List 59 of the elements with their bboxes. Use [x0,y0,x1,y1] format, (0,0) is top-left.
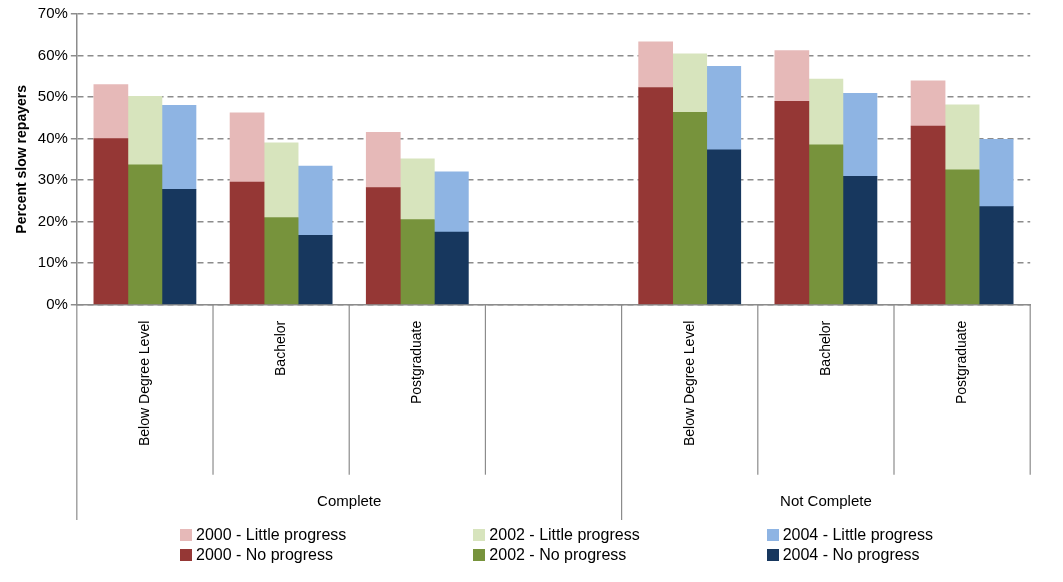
y-tick-label: 20% [37,211,68,229]
legend-label: 2004 - No progress [782,546,920,564]
text: Complete [317,492,382,510]
bar [672,53,708,113]
bar [808,78,844,146]
bar [434,231,469,305]
y-tick-label: 10% [37,253,68,271]
bar [944,169,980,305]
legend-label: 2000 - No progress [196,546,333,564]
bar [706,149,742,305]
bar [399,158,435,220]
bar [297,235,333,305]
text: Not Complete [780,492,872,510]
x-tick-label: Postgraduate [408,320,425,404]
bar [399,219,435,305]
bar [127,95,163,166]
bar [297,165,333,236]
bar [93,138,129,305]
bar [365,187,401,305]
y-tick-label: 40% [37,128,68,146]
bar [910,80,946,127]
bar [638,87,674,305]
bar [638,41,674,88]
bar [127,164,163,305]
bar [229,181,265,305]
legend-label: 2002 - Little progress [489,526,640,544]
bar [842,92,878,177]
legend-label: 2002 - No progress [489,546,627,564]
y-tick-label: 50% [37,87,68,105]
x-tick-label: Bachelor [271,320,288,376]
bar [706,66,742,151]
bar [161,188,197,305]
x-tick-label: Bachelor [816,320,833,376]
bar [263,217,299,305]
bar [774,100,810,305]
legend-label: 2000 - Little progress [196,526,347,544]
bar [672,112,708,305]
x-tick-label: Postgraduate [952,320,969,404]
y-axis-title: Percent slow repayers [13,84,30,234]
x-tick-label: Below Degree Level [135,320,152,446]
y-tick-label: 30% [37,170,68,188]
y-tick-label: 60% [37,45,68,63]
bar [944,104,980,171]
bar [93,84,129,139]
bar [229,112,265,183]
bar [978,139,1014,208]
bar [774,50,810,102]
y-tick-label: 70% [37,4,68,22]
x-tick-label: Below Degree Level [680,320,697,446]
bar [263,142,299,218]
legend-label: 2004 - Little progress [782,526,933,544]
bar [842,176,878,305]
bar [161,105,197,190]
y-tick-label: 0% [46,294,68,312]
bar [365,132,401,188]
bar [434,171,469,233]
bar [910,125,946,305]
bar [808,144,844,305]
bar [978,206,1014,305]
